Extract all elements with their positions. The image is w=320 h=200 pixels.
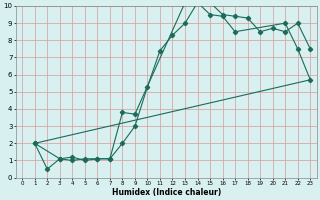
X-axis label: Humidex (Indice chaleur): Humidex (Indice chaleur) — [112, 188, 221, 197]
